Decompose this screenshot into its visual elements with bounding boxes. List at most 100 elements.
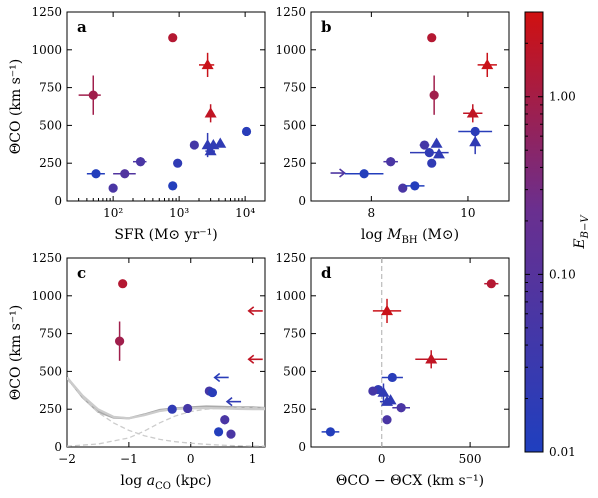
x-tick-label: 10² bbox=[103, 206, 123, 220]
y-tick-label: 500 bbox=[39, 118, 62, 132]
x-tick-label: 10³ bbox=[169, 206, 189, 220]
y-tick-label: 1250 bbox=[31, 5, 62, 19]
data-point-circle bbox=[427, 33, 437, 43]
data-point-triangle bbox=[415, 350, 448, 369]
x-tick-label: 0 bbox=[187, 452, 195, 466]
panel-d: 0 250 500 750 1000 1250 0 500 d ΘCO − ΘCX (km s⁻¹… bbox=[275, 251, 510, 489]
data-point-circle bbox=[398, 183, 408, 193]
limit-arrow bbox=[213, 372, 229, 383]
model-curve bbox=[67, 378, 265, 447]
y-tick-label: 500 bbox=[283, 118, 306, 132]
data-point-triangle bbox=[432, 148, 445, 159]
data-point-circle bbox=[321, 427, 340, 437]
data-point-circle bbox=[113, 169, 136, 179]
colorbar-gradient bbox=[524, 11, 544, 453]
panel-letter: c bbox=[77, 264, 86, 282]
data-point-triangle bbox=[463, 104, 483, 123]
y-tick-label: 1000 bbox=[31, 43, 62, 57]
x-tick-label: 500 bbox=[459, 452, 482, 466]
data-point-triangle bbox=[214, 137, 227, 148]
data-point-circle bbox=[382, 415, 392, 425]
data-point-circle bbox=[410, 148, 449, 158]
y-tick-label: 250 bbox=[39, 402, 62, 416]
data-point-triangle bbox=[372, 298, 402, 324]
data-point-circle bbox=[167, 404, 177, 414]
y-tick-label: 250 bbox=[283, 156, 306, 170]
colorbar-tick-label: 1.00 bbox=[549, 90, 576, 104]
data-point-circle bbox=[427, 158, 437, 168]
y-tick-label: 1250 bbox=[31, 251, 62, 265]
data-point-circle bbox=[118, 279, 128, 289]
data-point-circle bbox=[183, 403, 193, 414]
y-tick-label: 1250 bbox=[275, 5, 306, 19]
panel-a: 0 250 500 750 1000 1250 10² 10³ 10⁴ a SFR (M⊙ yr⁻¹… bbox=[8, 5, 266, 243]
colorbar-label-main: E bbox=[572, 238, 588, 249]
data-point-circle bbox=[108, 183, 118, 193]
y-tick-label: 750 bbox=[283, 81, 306, 95]
colorbar-label-sub: B−V bbox=[580, 214, 591, 240]
data-point-circle bbox=[86, 169, 105, 179]
limit-arrow bbox=[225, 397, 242, 407]
x-tick-label: 0 bbox=[378, 452, 386, 466]
y-tick-label: 0 bbox=[298, 194, 306, 208]
panel-letter: d bbox=[321, 264, 332, 282]
plot-frame bbox=[66, 11, 266, 202]
colorbar-tick-label: 0.01 bbox=[549, 445, 576, 459]
data-point-circle bbox=[173, 158, 183, 168]
data-point-triangle bbox=[384, 394, 397, 405]
colorbar-tick-label: 0.10 bbox=[549, 267, 576, 281]
data-point-circle bbox=[168, 33, 178, 43]
data-point-circle bbox=[78, 75, 101, 115]
y-tick-label: 1250 bbox=[275, 251, 306, 265]
data-point-circle bbox=[429, 75, 439, 115]
y-tick-label: 0 bbox=[298, 440, 306, 454]
data-point-triangle bbox=[430, 137, 443, 148]
x-axis-label: SFR (M⊙ yr⁻¹) bbox=[114, 227, 217, 243]
data-point-triangle bbox=[204, 104, 217, 123]
data-point-circle bbox=[189, 140, 199, 150]
model-curve bbox=[67, 376, 265, 420]
data-point-circle bbox=[368, 386, 378, 396]
y-tick-label: 1000 bbox=[275, 43, 306, 57]
data-point-circle bbox=[484, 279, 499, 289]
data-point-triangle bbox=[469, 129, 482, 155]
y-tick-label: 500 bbox=[283, 364, 306, 378]
data-point-circle bbox=[213, 427, 224, 437]
plot-area bbox=[78, 33, 252, 193]
x-tick-label: −1 bbox=[120, 452, 138, 466]
x-axis-label: log aCO (kpc) bbox=[120, 473, 211, 492]
x-tick-label: 10⁴ bbox=[235, 206, 255, 220]
plot-frame bbox=[310, 257, 510, 448]
y-tick-label: 0 bbox=[54, 194, 62, 208]
data-point-triangle bbox=[377, 383, 390, 402]
x-tick-label: 8 bbox=[368, 206, 376, 220]
data-point-circle bbox=[207, 387, 218, 398]
model-curve bbox=[67, 376, 265, 420]
colorbar: 1.00 0.10 0.01 EB−V bbox=[524, 11, 591, 459]
plot-area bbox=[330, 33, 497, 193]
data-point-circle bbox=[241, 126, 252, 137]
data-point-triangle bbox=[477, 52, 497, 78]
y-tick-label: 250 bbox=[39, 156, 62, 170]
limit-arrow bbox=[247, 306, 263, 316]
plot-frame bbox=[66, 257, 266, 448]
y-axis-label: ΘCO (km s⁻¹) bbox=[8, 59, 24, 154]
y-axis-label: ΘCO (km s⁻¹) bbox=[8, 305, 24, 400]
model-curve bbox=[67, 407, 265, 447]
y-tick-label: 1000 bbox=[31, 289, 62, 303]
data-point-circle bbox=[114, 321, 125, 361]
x-tick-label: 10 bbox=[460, 206, 475, 220]
y-tick-label: 1000 bbox=[275, 289, 306, 303]
data-point-circle bbox=[226, 429, 236, 439]
colorbar-label: EB−V bbox=[572, 214, 591, 250]
x-axis-label: log MBH (M⊙) bbox=[361, 227, 459, 246]
colorbar-ticks: 1.00 0.10 0.01 bbox=[525, 42, 576, 459]
y-tick-label: 750 bbox=[39, 81, 62, 95]
data-point-circle bbox=[220, 415, 230, 425]
data-point-circle bbox=[383, 157, 398, 167]
y-tick-label: 750 bbox=[39, 327, 62, 341]
plot-frame bbox=[310, 11, 510, 202]
limit-arrow bbox=[247, 354, 263, 364]
y-tick-label: 250 bbox=[283, 402, 306, 416]
